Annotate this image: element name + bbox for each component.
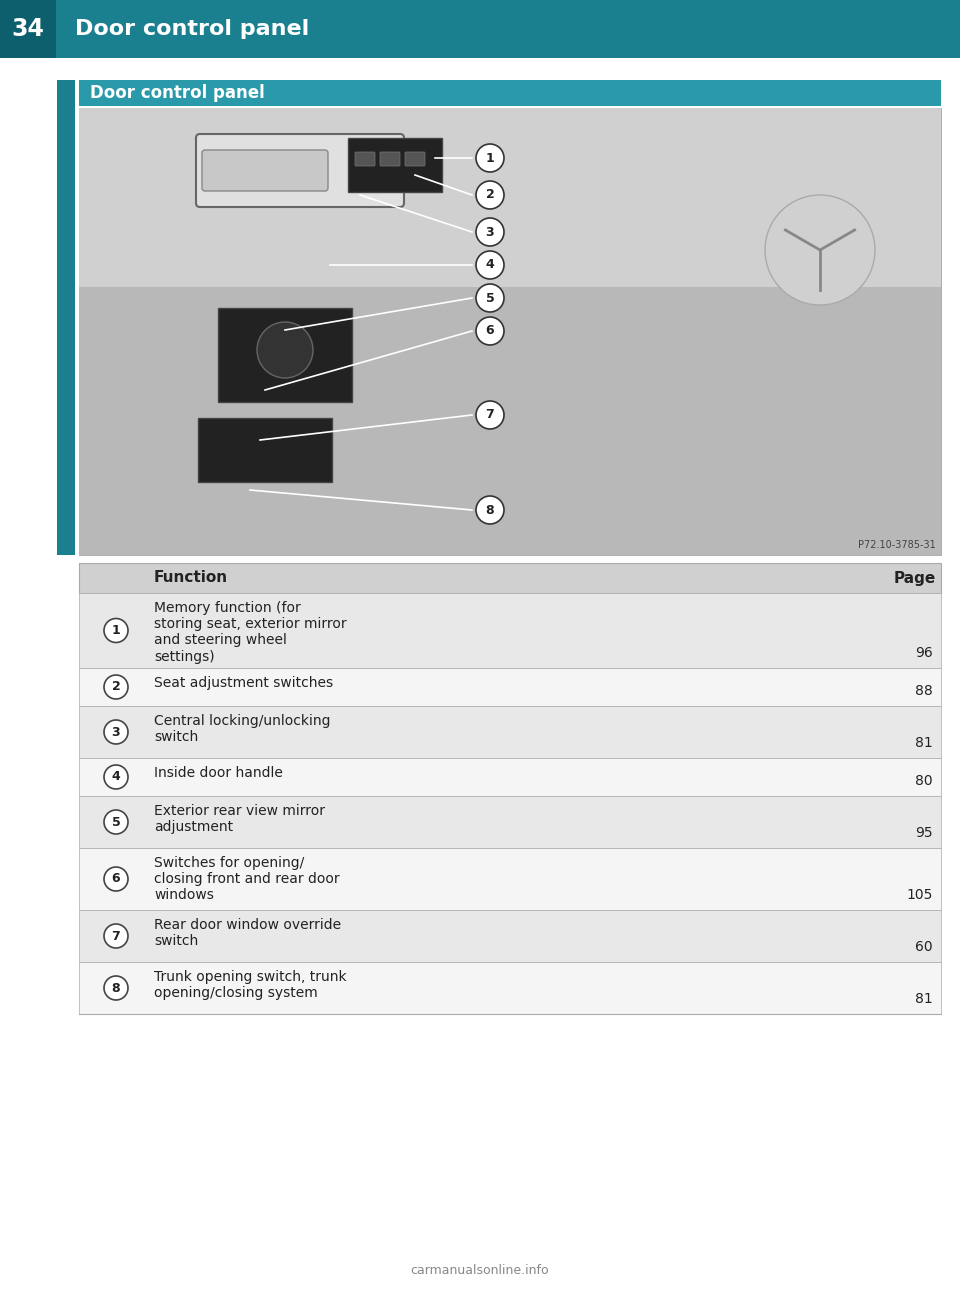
FancyBboxPatch shape: [405, 152, 425, 165]
Circle shape: [257, 322, 313, 378]
FancyBboxPatch shape: [79, 108, 941, 286]
Text: Rear door window override
switch: Rear door window override switch: [154, 918, 341, 948]
Circle shape: [476, 251, 504, 279]
Circle shape: [104, 674, 128, 699]
Text: 34: 34: [12, 17, 44, 40]
Circle shape: [104, 867, 128, 891]
Text: 8: 8: [111, 982, 120, 995]
FancyBboxPatch shape: [196, 134, 404, 207]
FancyBboxPatch shape: [79, 706, 941, 758]
Text: Trunk opening switch, trunk
opening/closing system: Trunk opening switch, trunk opening/clos…: [154, 970, 347, 1000]
Text: Door control panel: Door control panel: [75, 20, 309, 39]
Circle shape: [104, 976, 128, 1000]
FancyBboxPatch shape: [79, 796, 941, 848]
Text: 2: 2: [111, 681, 120, 694]
Text: 80: 80: [916, 773, 933, 788]
Text: Seat adjustment switches: Seat adjustment switches: [154, 676, 333, 690]
Text: 105: 105: [906, 888, 933, 902]
Circle shape: [104, 618, 128, 642]
Text: 1: 1: [486, 151, 494, 164]
Text: 2: 2: [486, 189, 494, 202]
FancyBboxPatch shape: [79, 962, 941, 1014]
Circle shape: [104, 810, 128, 835]
Circle shape: [476, 496, 504, 523]
FancyBboxPatch shape: [79, 758, 941, 796]
Text: 4: 4: [486, 259, 494, 272]
FancyBboxPatch shape: [79, 910, 941, 962]
Text: At a glance: At a glance: [59, 270, 74, 366]
FancyBboxPatch shape: [380, 152, 400, 165]
Text: 8: 8: [486, 504, 494, 517]
Text: 96: 96: [915, 646, 933, 660]
Text: carmanualsonline.info: carmanualsonline.info: [411, 1263, 549, 1276]
Text: 1: 1: [111, 624, 120, 637]
Text: Inside door handle: Inside door handle: [154, 766, 283, 780]
Text: Door control panel: Door control panel: [90, 85, 265, 102]
Circle shape: [476, 217, 504, 246]
Text: 5: 5: [111, 815, 120, 828]
Circle shape: [476, 181, 504, 210]
Text: 3: 3: [111, 725, 120, 738]
Text: 60: 60: [916, 940, 933, 954]
Text: 7: 7: [111, 930, 120, 943]
Text: 6: 6: [111, 872, 120, 885]
Text: 5: 5: [486, 292, 494, 305]
FancyBboxPatch shape: [198, 418, 332, 482]
FancyBboxPatch shape: [348, 138, 442, 191]
FancyBboxPatch shape: [79, 79, 941, 105]
Text: 7: 7: [486, 409, 494, 422]
Text: 4: 4: [111, 771, 120, 784]
Circle shape: [765, 195, 875, 305]
FancyBboxPatch shape: [79, 108, 941, 555]
Circle shape: [476, 284, 504, 312]
Text: 81: 81: [915, 992, 933, 1006]
Text: Switches for opening/
closing front and rear door
windows: Switches for opening/ closing front and …: [154, 855, 340, 902]
Text: P72.10-3785-31: P72.10-3785-31: [858, 540, 936, 549]
FancyBboxPatch shape: [79, 848, 941, 910]
FancyBboxPatch shape: [79, 668, 941, 706]
FancyBboxPatch shape: [0, 0, 960, 59]
Text: Function: Function: [154, 570, 228, 586]
Text: 95: 95: [916, 825, 933, 840]
Circle shape: [476, 145, 504, 172]
Circle shape: [476, 316, 504, 345]
Text: Central locking/unlocking
switch: Central locking/unlocking switch: [154, 713, 330, 745]
FancyBboxPatch shape: [0, 0, 56, 59]
Text: Memory function (for
storing seat, exterior mirror
and steering wheel
settings): Memory function (for storing seat, exter…: [154, 602, 347, 664]
Text: 81: 81: [915, 736, 933, 750]
Text: 6: 6: [486, 324, 494, 337]
Text: 3: 3: [486, 225, 494, 238]
Circle shape: [104, 924, 128, 948]
Circle shape: [104, 766, 128, 789]
FancyBboxPatch shape: [355, 152, 375, 165]
FancyBboxPatch shape: [79, 592, 941, 668]
FancyBboxPatch shape: [79, 562, 941, 592]
Circle shape: [476, 401, 504, 428]
Text: Exterior rear view mirror
adjustment: Exterior rear view mirror adjustment: [154, 805, 325, 835]
Circle shape: [104, 720, 128, 743]
Text: Page: Page: [894, 570, 936, 586]
FancyBboxPatch shape: [79, 108, 941, 555]
Text: 88: 88: [915, 684, 933, 698]
FancyBboxPatch shape: [202, 150, 328, 191]
FancyBboxPatch shape: [218, 309, 352, 402]
FancyBboxPatch shape: [57, 79, 75, 555]
